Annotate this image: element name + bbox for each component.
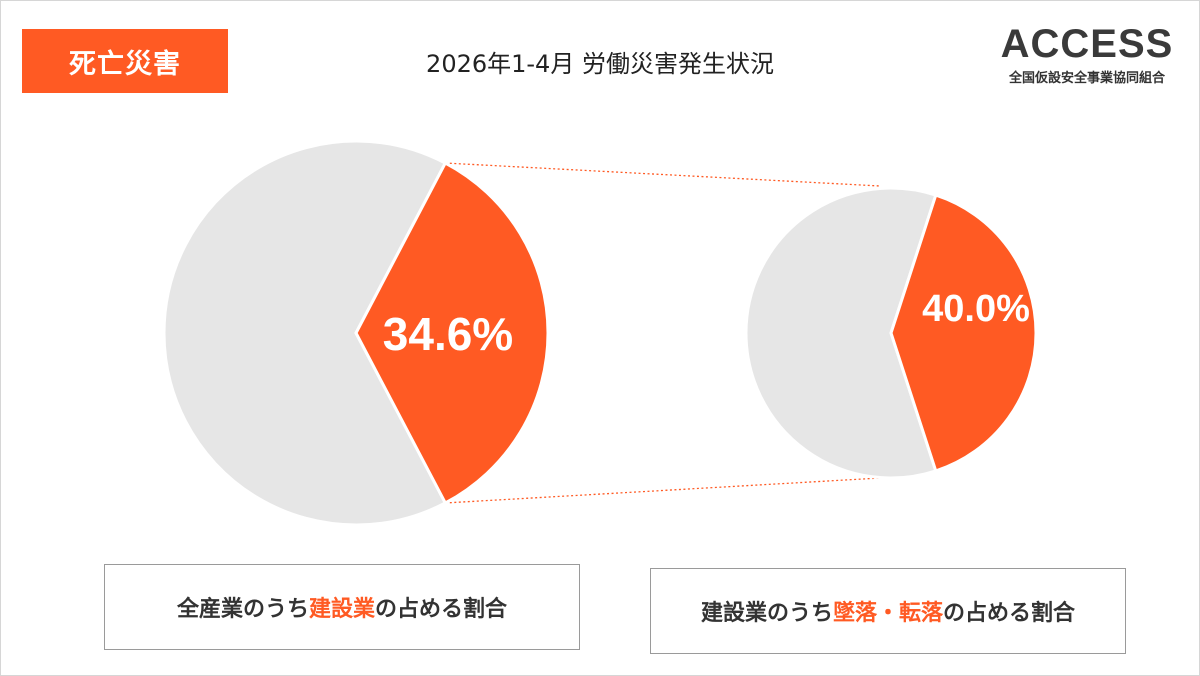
logo-subtitle: 全国仮設安全事業協同組合: [1008, 71, 1165, 86]
pie-data-label-construction: 34.6%: [383, 308, 513, 360]
pie-all-industries: 34.6%: [162, 139, 550, 527]
caption-highlight: 建設業: [308, 597, 375, 622]
pie-slice-other-industries: [162, 139, 448, 527]
logo-wordmark: ACCESS: [1000, 22, 1174, 66]
caption-text: 建設業のうち: [700, 601, 833, 626]
pie-construction-breakdown: 40.0%: [744, 186, 1038, 480]
category-badge-label: 死亡災害: [69, 48, 181, 80]
caption-highlight: 墜落・転落: [832, 601, 943, 626]
caption-text: の占める割合: [943, 601, 1076, 626]
pie-slice-falls: [889, 193, 1038, 473]
connector-line-bottom: [445, 477, 881, 504]
access-logo: ACCESS 全国仮設安全事業協同組合: [998, 22, 1176, 88]
pie-data-label-falls: 40.0%: [922, 288, 1030, 330]
connector-line-top: [445, 162, 881, 187]
pie-slice-other-causes: [744, 186, 938, 480]
caption-construction: 建設業のうち 墜落・転落 の占める割合: [650, 568, 1126, 654]
page-title: 2026年1-4月 労働災害発生状況: [426, 50, 774, 78]
caption-text: の占める割合: [375, 597, 508, 622]
caption-all-industries: 全産業のうち 建設業 の占める割合: [104, 564, 580, 650]
pie-slice-construction: [354, 161, 550, 505]
caption-text: 全産業のうち: [176, 597, 309, 622]
category-badge: 死亡災害: [22, 29, 228, 93]
